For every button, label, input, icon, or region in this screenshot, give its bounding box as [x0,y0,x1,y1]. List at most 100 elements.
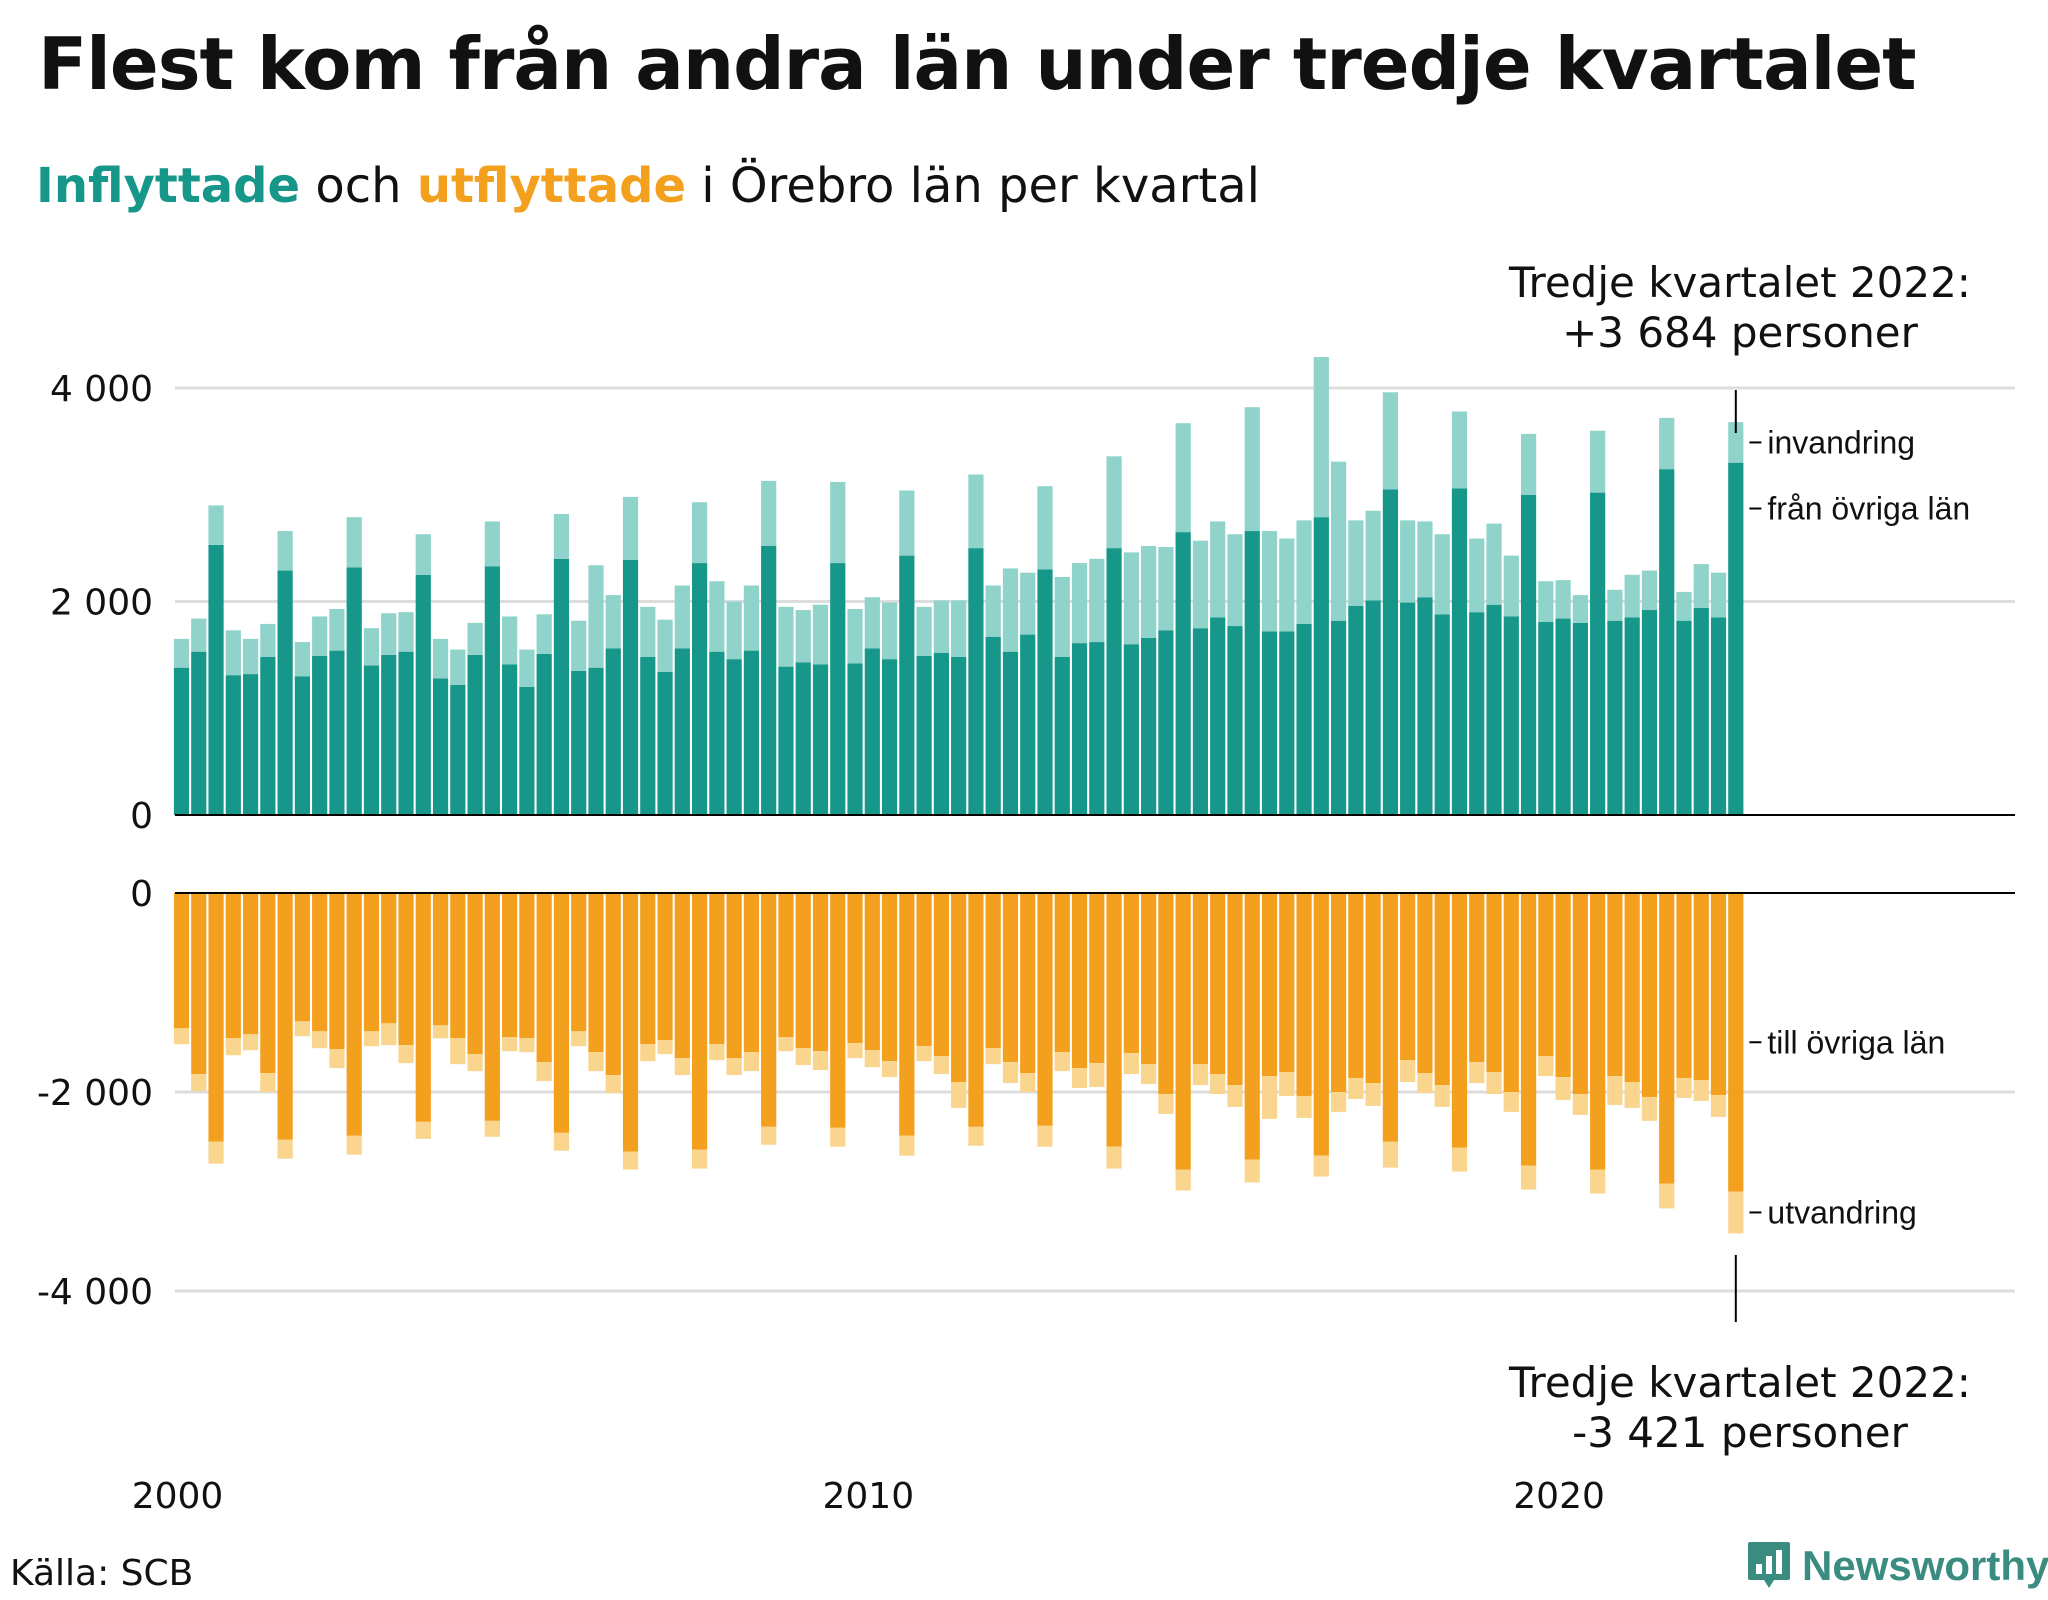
bar-utvandring [812,1051,829,1071]
y-tick-label: 4 000 [50,369,153,410]
bar-fran-ovriga-lan [1710,617,1727,815]
bar-fran-ovriga-lan [1020,634,1036,815]
bar-utvandring [1451,1147,1468,1172]
bar-invandring [1123,552,1139,645]
bar-invandring [1330,461,1347,621]
bar-invandring [1520,433,1537,495]
bar-utvandring [1382,1141,1398,1168]
bar-fran-ovriga-lan [242,674,259,815]
bar-utvandring [208,1141,224,1164]
bar-till-ovriga-lan [1382,893,1398,1142]
bar-fran-ovriga-lan [1279,631,1295,815]
bar-till-ovriga-lan [726,893,742,1059]
bar-utvandring [191,1074,207,1092]
bar-till-ovriga-lan [1434,893,1450,1086]
bar-till-ovriga-lan [173,893,190,1029]
bar-till-ovriga-lan [312,893,328,1032]
callout-top-line2: +3 684 personer [1562,308,1918,357]
bar-invandring [795,610,811,663]
newsworthy-logo-icon [1748,1542,1790,1588]
bar-utvandring [933,1056,949,1075]
bar-till-ovriga-lan [847,893,863,1044]
bar-utvandring [588,1052,604,1072]
bar-fran-ovriga-lan [1538,621,1554,815]
bar-invandring [1365,510,1381,601]
bar-till-ovriga-lan [657,893,673,1041]
bar-invandring [933,600,949,653]
bar-till-ovriga-lan [1469,893,1485,1063]
bar-fran-ovriga-lan [1590,492,1606,815]
bar-fran-ovriga-lan [1175,532,1191,815]
bar-till-ovriga-lan [951,893,967,1083]
chart-subtitle: Inflyttade och utflyttade i Örebro län p… [36,158,1260,214]
bar-utvandring [1020,1073,1036,1092]
bar-till-ovriga-lan [519,893,535,1039]
bar-invandring [588,565,604,668]
bar-utvandring [1002,1062,1019,1084]
bar-fran-ovriga-lan [312,655,328,815]
bar-fran-ovriga-lan [277,570,293,815]
bar-utvandring [398,1045,414,1064]
bar-invandring [381,613,397,655]
bar-utvandring [1054,1052,1070,1072]
bar-till-ovriga-lan [571,893,587,1032]
bar-till-ovriga-lan [1590,893,1606,1170]
bar-utvandring [622,1151,639,1170]
bar-invandring [346,517,362,568]
bar-utvandring [415,1121,431,1139]
bar-invandring [1089,558,1105,643]
y-tick-label: 2 000 [50,583,153,624]
bar-till-ovriga-lan [933,893,949,1057]
bar-till-ovriga-lan [277,893,293,1140]
bar-utvandring [363,1031,380,1047]
bar-till-ovriga-lan [1451,893,1468,1148]
bar-till-ovriga-lan [1572,893,1588,1094]
bar-utvandring [1141,1064,1157,1085]
bar-fran-ovriga-lan [605,648,621,815]
bar-fran-ovriga-lan [191,651,207,815]
bar-utvandring [1538,1056,1554,1077]
bar-invandring [709,581,725,652]
side-label-invandring: invandring [1767,424,1915,460]
bar-fran-ovriga-lan [1227,626,1243,815]
bar-invandring [173,638,190,668]
subtitle-rest: i Örebro län per kvartal [701,158,1260,214]
bar-utvandring [692,1149,708,1169]
bar-till-ovriga-lan [1210,893,1226,1075]
bar-utvandring [1227,1085,1243,1107]
bar-till-ovriga-lan [674,893,690,1059]
bar-invandring [743,585,760,651]
bar-fran-ovriga-lan [1192,628,1209,815]
bar-fran-ovriga-lan [260,657,276,815]
bar-utvandring [1659,1183,1675,1209]
bar-utvandring [1158,1093,1174,1114]
bar-fran-ovriga-lan [692,563,708,815]
bar-utvandring [277,1139,293,1159]
bar-till-ovriga-lan [467,893,483,1055]
x-tick-label: 2010 [822,1476,914,1517]
bar-utvandring [657,1040,673,1055]
bar-utvandring [761,1126,777,1145]
bar-fran-ovriga-lan [1451,488,1468,815]
bar-till-ovriga-lan [450,893,466,1039]
bar-fran-ovriga-lan [381,654,397,815]
bar-till-ovriga-lan [881,893,898,1062]
bar-invandring [830,481,846,564]
bar-till-ovriga-lan [1538,893,1554,1057]
bar-fran-ovriga-lan [208,544,224,815]
bar-till-ovriga-lan [398,893,414,1046]
bar-fran-ovriga-lan [1037,569,1053,815]
bar-fran-ovriga-lan [1400,602,1416,815]
bar-invandring [1451,411,1468,489]
bar-invandring [1659,417,1675,470]
bar-invandring [225,630,241,676]
bar-invandring [761,480,777,546]
bar-invandring [294,642,310,677]
bar-till-ovriga-lan [1330,893,1347,1092]
bar-utvandring [467,1054,483,1072]
bar-till-ovriga-lan [553,893,570,1133]
bar-invandring [951,600,967,658]
subtitle-och: och [315,158,402,214]
bar-fran-ovriga-lan [1607,620,1623,815]
bar-fran-ovriga-lan [346,567,362,815]
